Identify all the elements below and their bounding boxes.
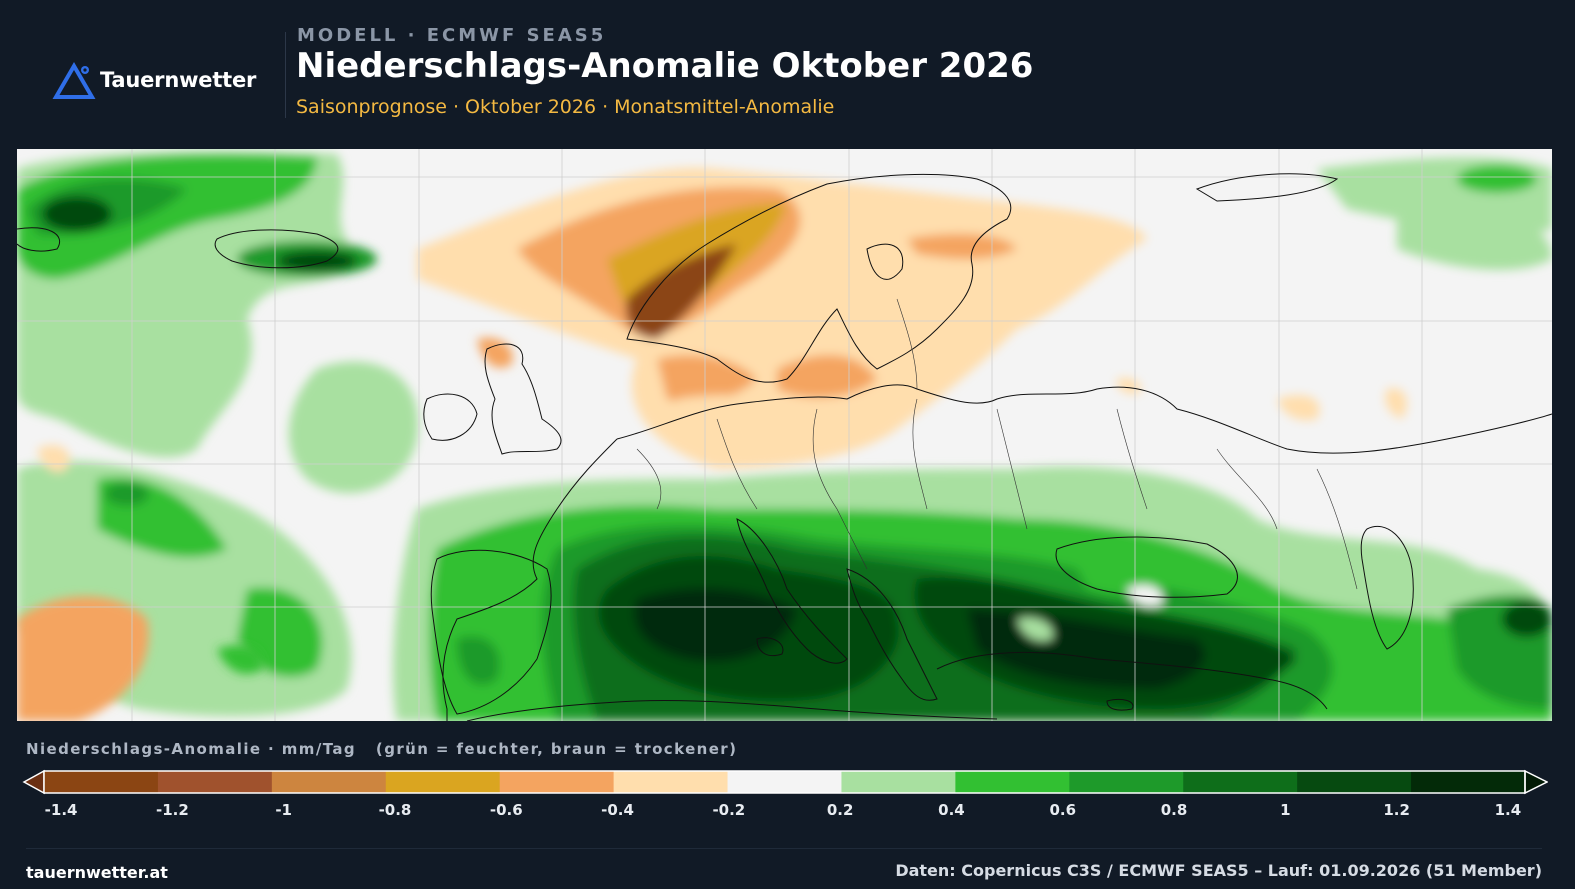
logo-text: Tauernwetter	[100, 68, 257, 92]
colorbar-tick-label: -0.6	[489, 801, 523, 819]
colorbar-segment	[613, 771, 729, 793]
map-borders	[636, 298, 1358, 590]
colorbar-tick-label: 1.2	[1383, 801, 1410, 819]
legend-title: Niederschlags-Anomalie · mm/Tag (grün = …	[26, 740, 738, 758]
colorbar-segment	[385, 771, 501, 793]
footer-site[interactable]: tauernwetter.at	[26, 863, 168, 882]
colorbar-segment	[157, 771, 273, 793]
colorbar-frame	[43, 770, 1526, 794]
colorbar-segment	[955, 771, 1070, 793]
header-divider	[285, 32, 286, 118]
footer-source: Daten: Copernicus C3S / ECMWF SEAS5 – La…	[895, 861, 1542, 880]
colorbar-segment	[841, 771, 956, 793]
colorbar-tick-label: 0.6	[1049, 801, 1077, 819]
anomaly-map-graphic	[17, 149, 1552, 721]
colorbar-tick-label: 0.2	[826, 801, 854, 819]
colorbar-tick-label: -1.2	[155, 801, 189, 819]
map-coastlines	[17, 173, 1552, 721]
page-subtitle: Saisonprognose · Oktober 2026 · Monatsmi…	[296, 96, 835, 118]
colorbar-segment	[499, 771, 615, 793]
colorbar-segment	[727, 771, 842, 793]
model-label: MODELL · ECMWF SEAS5	[297, 25, 607, 46]
colorbar-tick-label: -0.8	[378, 801, 412, 819]
colorbar-tick-label: -1	[275, 801, 293, 819]
colorbar-segment	[1297, 771, 1412, 793]
colorbar-segment	[1411, 771, 1526, 793]
colorbar-tick-label: -0.2	[712, 801, 746, 819]
colorbar-under-arrow	[22, 769, 45, 795]
colorbar-tick-label: 1.4	[1494, 801, 1522, 819]
map-graticule	[17, 149, 1552, 721]
dry-anomaly-scandinavia	[17, 167, 1407, 721]
header-bar: Tauernwetter MODELL · ECMWF SEAS5 Nieder…	[0, 0, 1575, 149]
colorbar-tick-label: 1	[1280, 801, 1291, 819]
mountain-logo-icon	[52, 62, 96, 99]
tauernwetter-logo[interactable]: Tauernwetter	[52, 60, 256, 100]
colorbar-tick-label: 0.8	[1160, 801, 1188, 819]
anomaly-map[interactable]	[17, 149, 1552, 721]
colorbar-segment	[1069, 771, 1184, 793]
colorbar-tick-label: -1.4	[44, 801, 78, 819]
colorbar-segment	[271, 771, 387, 793]
colorbar-segment	[44, 771, 159, 793]
colorbar-segment	[1183, 771, 1298, 793]
footer-divider	[26, 848, 1542, 849]
colorbar	[22, 769, 1548, 795]
colorbar-over-arrow	[1524, 769, 1548, 795]
colorbar-tick-label: 0.4	[938, 801, 965, 819]
page-title: Niederschlags-Anomalie Oktober 2026	[296, 46, 1034, 86]
colorbar-tick-label: -0.4	[601, 801, 634, 819]
